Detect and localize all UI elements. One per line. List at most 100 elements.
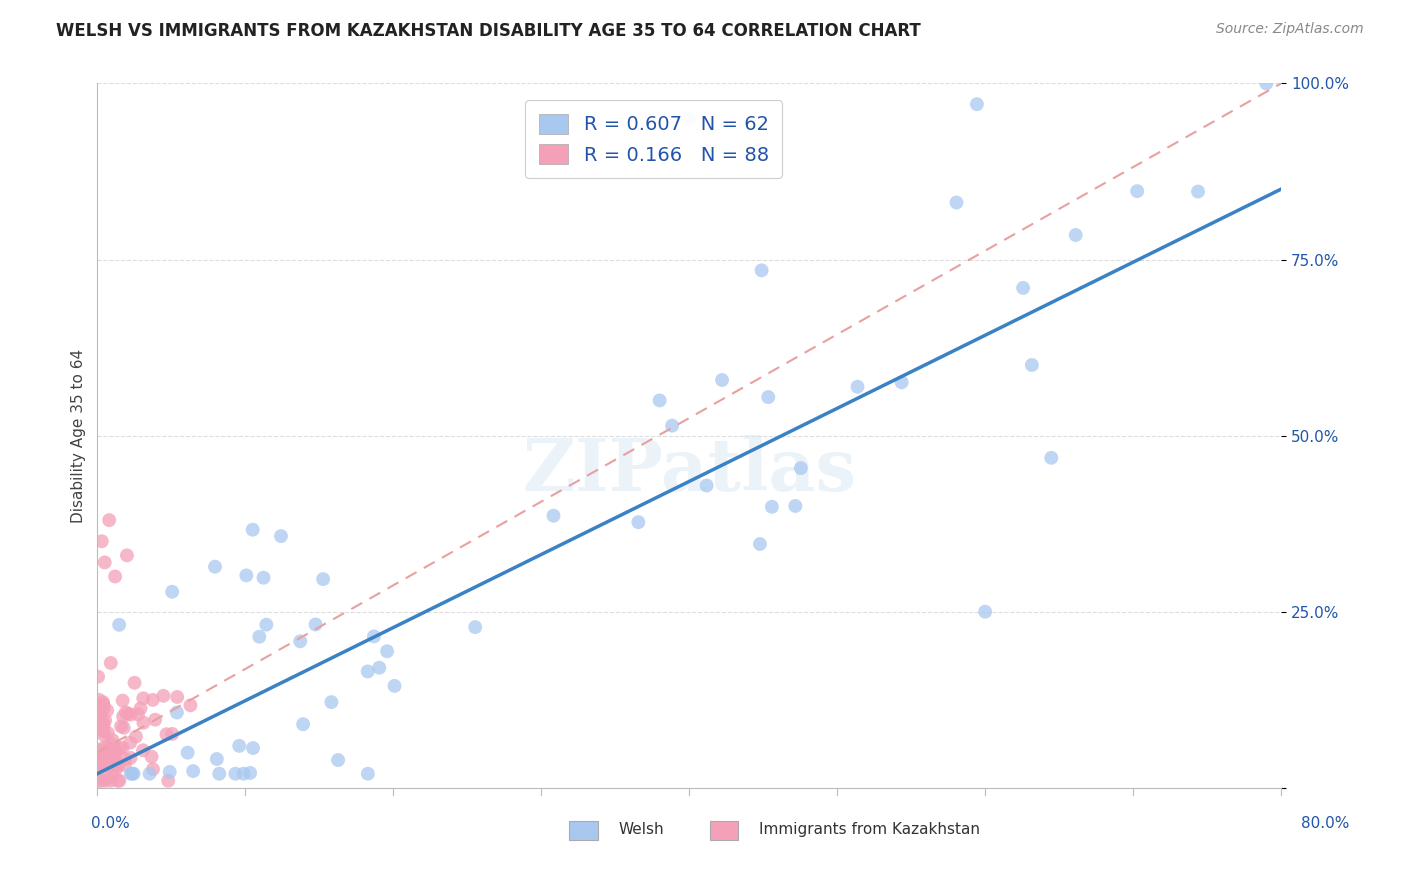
Point (756, 390, 779, 404)
Point (93, 701, 115, 715)
Point (208, 766, 231, 780)
Point (749, 537, 772, 551)
Point (142, 693, 165, 707)
Point (661, 418, 683, 433)
Point (761, 500, 783, 514)
Point (104, 745, 127, 759)
Point (1187, 185, 1209, 199)
Point (1126, 184, 1149, 198)
Text: Welsh: Welsh (619, 822, 664, 837)
Point (112, 709, 135, 723)
Point (363, 629, 385, 643)
Point (368, 661, 391, 675)
Point (464, 620, 486, 634)
Point (108, 617, 131, 632)
Point (242, 741, 264, 756)
Point (1012, 281, 1035, 295)
Point (357, 766, 380, 780)
Point (157, 773, 180, 788)
Point (93, 728, 115, 742)
Point (166, 706, 188, 720)
Point (129, 701, 152, 715)
Point (138, 766, 160, 780)
Point (107, 756, 129, 771)
Point (114, 706, 136, 720)
Point (162, 727, 184, 741)
Point (120, 766, 142, 780)
Point (93, 715, 115, 730)
Text: Source: ZipAtlas.com: Source: ZipAtlas.com (1216, 22, 1364, 37)
Point (91, 698, 114, 712)
Point (120, 707, 142, 722)
Point (142, 762, 165, 776)
Point (945, 195, 967, 210)
Point (155, 727, 177, 741)
Point (97, 726, 120, 740)
Point (235, 568, 257, 582)
Point (120, 736, 142, 750)
Point (846, 380, 869, 394)
Text: 80.0%: 80.0% (1302, 816, 1350, 831)
Point (90, 713, 112, 727)
Point (1256, 77, 1278, 91)
Point (125, 730, 148, 744)
Text: Immigrants from Kazakhstan: Immigrants from Kazakhstan (759, 822, 980, 837)
Point (179, 698, 201, 713)
Point (90, 750, 112, 764)
Point (89, 773, 111, 788)
Point (96, 752, 118, 766)
Point (90, 534, 112, 549)
Point (89, 721, 111, 735)
Point (93, 719, 115, 733)
Point (90, 702, 112, 716)
Point (132, 743, 155, 757)
Point (239, 766, 262, 780)
Point (696, 478, 718, 492)
Point (232, 766, 254, 780)
Point (252, 571, 274, 585)
Point (270, 529, 292, 543)
Point (87, 719, 110, 733)
Point (375, 644, 398, 658)
Point (93, 698, 115, 712)
Point (124, 675, 146, 690)
Point (785, 499, 807, 513)
Point (96, 703, 118, 717)
Point (87, 754, 110, 768)
Point (543, 508, 565, 523)
Point (627, 515, 650, 529)
Point (87, 756, 110, 771)
Text: WELSH VS IMMIGRANTS FROM KAZAKHSTAN DISABILITY AGE 35 TO 64 CORRELATION CHART: WELSH VS IMMIGRANTS FROM KAZAKHSTAN DISA… (56, 22, 921, 40)
Point (91, 723, 114, 737)
Point (321, 695, 343, 709)
Point (292, 717, 315, 731)
Point (176, 746, 198, 760)
Point (204, 559, 226, 574)
Point (228, 739, 250, 753)
Point (290, 634, 312, 648)
Point (104, 745, 127, 759)
Point (711, 373, 734, 387)
Point (117, 706, 139, 721)
Point (105, 754, 128, 768)
Point (127, 707, 149, 722)
Point (94, 744, 117, 758)
Point (104, 763, 127, 777)
Point (98, 513, 121, 527)
Point (101, 767, 124, 781)
Point (91, 695, 114, 709)
Point (115, 549, 138, 563)
Point (100, 773, 122, 788)
Point (326, 753, 349, 767)
Point (110, 719, 132, 733)
Point (1021, 358, 1043, 372)
Point (974, 605, 997, 619)
Point (132, 691, 155, 706)
Point (114, 752, 136, 766)
Point (101, 733, 124, 747)
Y-axis label: Disability Age 35 to 64: Disability Age 35 to 64 (72, 349, 86, 523)
Point (242, 523, 264, 537)
Point (94, 555, 117, 569)
Point (87, 749, 110, 764)
Legend: R = 0.607   N = 62, R = 0.166   N = 88: R = 0.607 N = 62, R = 0.166 N = 88 (526, 100, 782, 178)
